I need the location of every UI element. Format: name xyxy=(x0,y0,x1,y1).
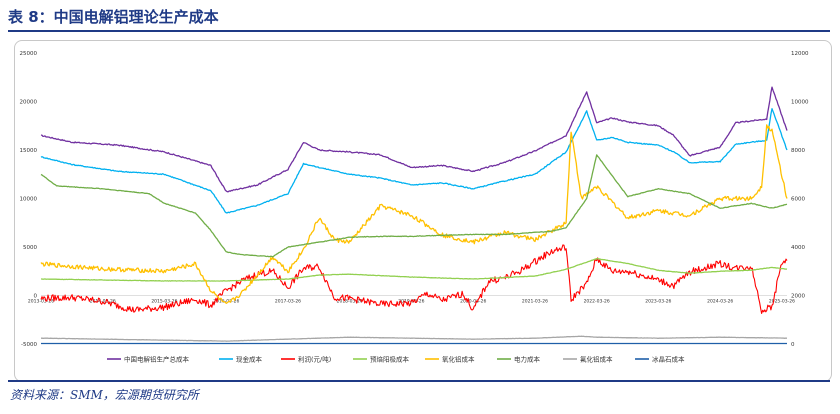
right-axis-tick-label: 10000 xyxy=(791,100,809,106)
legend-label: 冰晶石成本 xyxy=(652,355,685,364)
x-axis-tick-label: 2013-03-26 xyxy=(28,299,54,305)
x-axis-tick-label: 2022-03-26 xyxy=(584,299,610,305)
x-axis-tick-label: 2025-03-26 xyxy=(769,299,795,305)
legend-label: 氧化铝成本 xyxy=(442,355,475,364)
right-axis-tick-label: 2000 xyxy=(791,294,805,300)
series-line xyxy=(41,335,788,342)
legend-label: 中国电解铝生产总成本 xyxy=(124,355,190,364)
x-axis-tick-label: 2024-03-26 xyxy=(707,299,733,305)
source-rule xyxy=(8,380,830,382)
title-rule xyxy=(8,30,830,32)
series-line xyxy=(40,244,788,314)
right-axis-tick-label: 4000 xyxy=(791,245,805,251)
left-axis-tick-label: -5000 xyxy=(21,342,37,348)
chart-frame: -5000 0 5000 10000 15000 20000 25000 0 2000 4000 6… xyxy=(14,40,832,382)
legend-label: 预焙阳极成本 xyxy=(370,355,410,364)
line-chart: -5000 0 5000 10000 15000 20000 25000 0 2000 4000 6… xyxy=(20,51,809,364)
left-axis-tick-label: 20000 xyxy=(20,100,38,106)
x-axis-tick-label: 2015-03-26 xyxy=(151,299,177,305)
series-line xyxy=(41,257,788,282)
series-line xyxy=(40,124,788,304)
x-axis-tick-label: 2016-03-26 xyxy=(213,299,239,305)
right-axis-tick-label: 0 xyxy=(791,342,795,348)
legend-label: 氟化铝成本 xyxy=(580,355,613,364)
legend-label: 现金成本 xyxy=(236,355,263,364)
source-note: 资料来源：SMM，宏源期货研究所 xyxy=(10,388,199,402)
legend-label: 利润(元/吨) xyxy=(298,355,331,364)
left-axis-tick-label: 15000 xyxy=(20,148,38,154)
series-line xyxy=(40,154,788,258)
right-axis-tick-label: 12000 xyxy=(791,51,809,57)
left-axis-tick-label: 10000 xyxy=(20,197,38,203)
series-line xyxy=(40,86,788,193)
left-axis-tick-label: 5000 xyxy=(23,245,37,251)
right-axis-tick-label: 8000 xyxy=(791,148,805,154)
legend-label: 电力成本 xyxy=(514,355,541,364)
chart-title: 表 8：中国电解铝理论生产成本 xyxy=(8,8,219,26)
right-axis-tick-label: 6000 xyxy=(791,197,805,203)
left-axis-tick-label: 0 xyxy=(34,294,38,300)
left-axis-tick-label: 25000 xyxy=(20,51,38,57)
series-line xyxy=(40,108,788,214)
x-axis-tick-label: 2021-03-26 xyxy=(522,299,548,305)
x-axis-tick-label: 2020-03-26 xyxy=(460,299,486,305)
x-axis-tick-label: 2023-03-26 xyxy=(645,299,671,305)
x-axis-tick-label: 2017-03-26 xyxy=(275,299,301,305)
x-axis-tick-label: 2018-03-26 xyxy=(337,299,363,305)
